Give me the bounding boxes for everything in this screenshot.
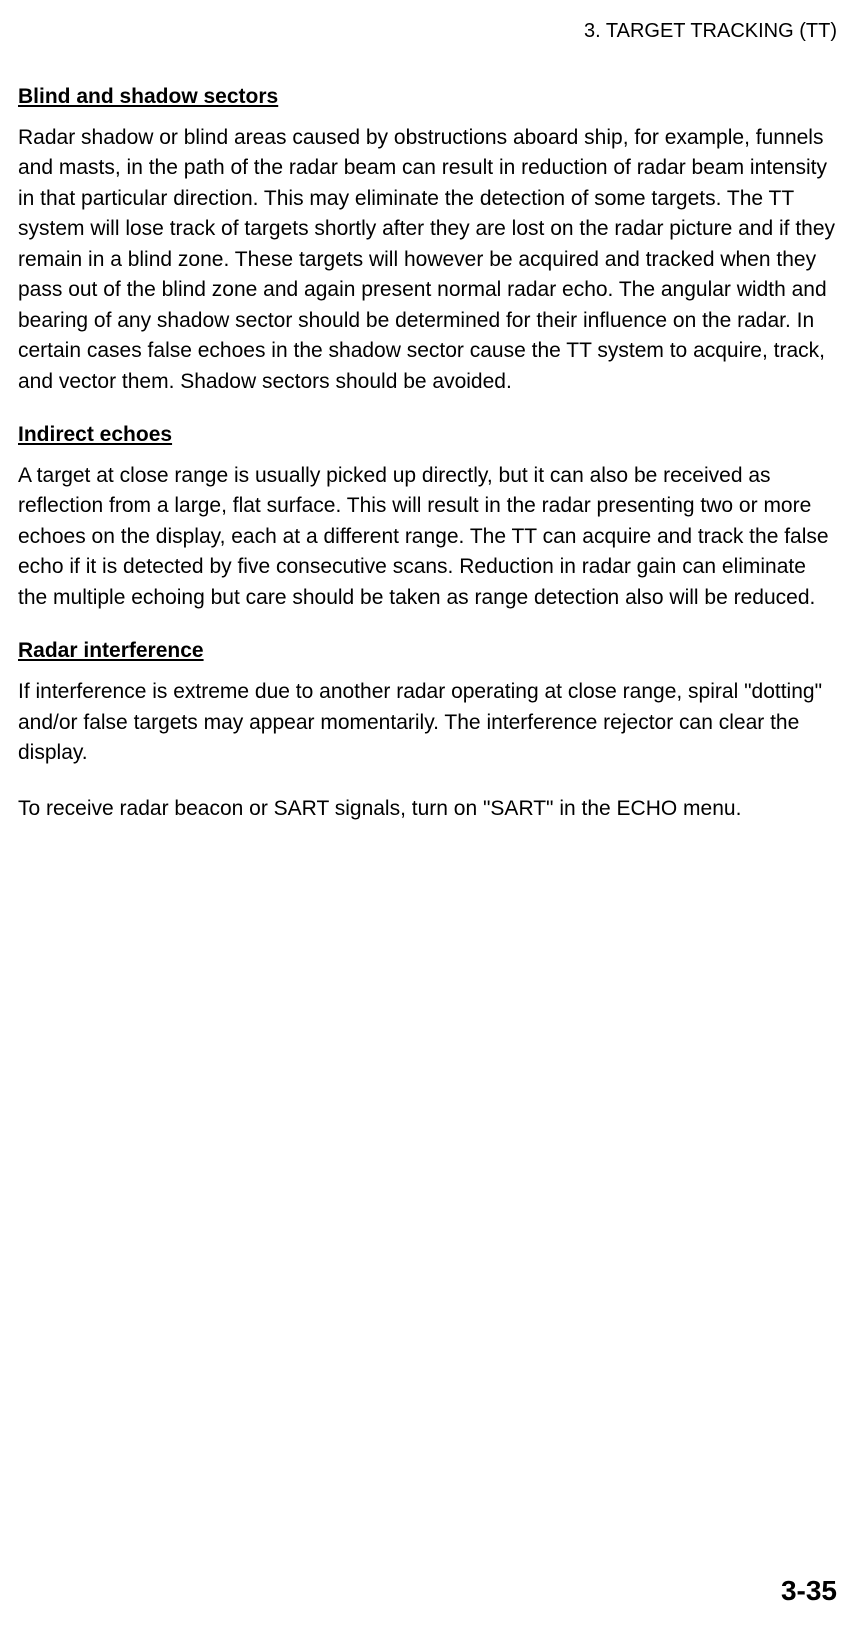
section-body-1: Radar shadow or blind areas caused by ob…	[18, 123, 837, 397]
section-heading-3: Radar interference	[18, 639, 837, 663]
section-heading-2: Indirect echoes	[18, 423, 837, 447]
section-body-2: A target at close range is usually picke…	[18, 461, 837, 613]
additional-text: To receive radar beacon or SART signals,…	[18, 794, 837, 824]
page-number: 3-35	[781, 1575, 837, 1607]
section-heading-1: Blind and shadow sectors	[18, 85, 837, 109]
section-body-3: If interference is extreme due to anothe…	[18, 677, 837, 768]
page-header: 3. TARGET TRACKING (TT)	[18, 20, 837, 43]
